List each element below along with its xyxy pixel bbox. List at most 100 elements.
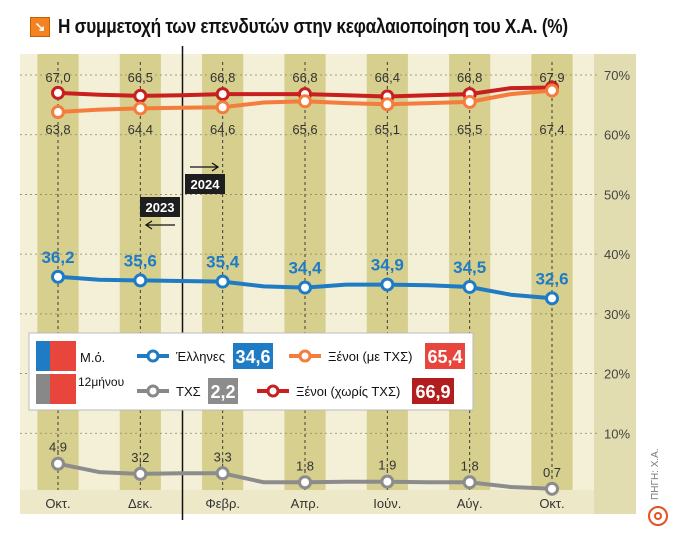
legend-marker [266, 384, 280, 398]
legend-entry: Ξένοι (με ΤΧΣ) 65,4 [289, 343, 465, 369]
series-ΤΧΣ [51, 456, 559, 496]
legend-mo-label: Μ.ό. [80, 350, 105, 365]
legend-label: Ξένοι (με ΤΧΣ) [328, 349, 412, 364]
y-axis-area [594, 54, 636, 514]
arrow-down-right-icon: ↘ [30, 17, 50, 37]
data-label: 1,8 [461, 458, 479, 473]
data-point [380, 97, 395, 112]
data-point [545, 291, 559, 306]
legend-swatch [50, 374, 76, 404]
year-badge-label: 2024 [191, 177, 221, 192]
data-label: 34,9 [371, 256, 404, 275]
arrow-right-icon [190, 162, 220, 172]
data-point [462, 279, 477, 294]
legend-marker [298, 349, 312, 363]
data-label: 66,8 [292, 70, 317, 85]
legend-avg-box [425, 343, 465, 369]
legend-avg-value: 66,9 [415, 382, 450, 402]
legend-swatch [36, 341, 50, 371]
legend-entry: ΤΧΣ 2,2 [137, 378, 238, 404]
data-label: 34,4 [288, 259, 322, 278]
year-badge-2023: 2023 [140, 197, 180, 217]
data-label: 65,6 [292, 122, 317, 137]
data-label: 66,4 [375, 70, 400, 85]
data-point [51, 269, 65, 284]
y-tick-label: 30% [604, 307, 630, 322]
legend-label: Έλληνες [175, 349, 225, 364]
data-point [215, 100, 230, 115]
data-label: 4,9 [49, 440, 67, 455]
data-label: 65,5 [457, 122, 482, 137]
data-point [545, 83, 559, 98]
data-point [133, 88, 148, 103]
data-label: 63,8 [45, 122, 70, 137]
x-tick-label: Φεβρ. [205, 496, 240, 511]
legend-avg-box [233, 343, 273, 369]
legend-period-label: 12μήνου [78, 375, 124, 389]
data-label: 66,8 [210, 70, 235, 85]
legend: Μ.ό. 12μήνου Έλληνες 34,6 Ξένοι (με ΤΧΣ) 65,4… [28, 332, 474, 411]
data-label: 35,4 [206, 253, 240, 272]
series-Έλληνες [51, 269, 559, 306]
x-tick-label: Οκτ. [45, 496, 70, 511]
legend-avg-box [208, 378, 238, 404]
year-badge-2024: 2024 [185, 174, 225, 194]
data-point [380, 474, 395, 489]
data-point [380, 277, 395, 292]
data-point [545, 481, 559, 496]
legend-swatch [36, 374, 50, 404]
data-label: 3,3 [214, 449, 232, 464]
x-tick-label: Απρ. [291, 496, 320, 511]
data-label: 32,6 [535, 269, 568, 288]
legend-label: Ξένοι (χωρίς ΤΧΣ) [296, 384, 400, 399]
y-tick-label: 70% [604, 68, 630, 83]
x-tick-label: Δεκ. [128, 496, 153, 511]
data-label: 67,0 [45, 70, 70, 85]
legend-avg-value: 2,2 [210, 382, 235, 402]
data-label: 1,9 [378, 458, 396, 473]
data-label: 34,5 [453, 258, 486, 277]
data-point [298, 280, 312, 295]
x-tick-label: Αύγ. [457, 496, 483, 511]
data-point [133, 273, 148, 288]
data-point [298, 94, 312, 109]
legend-swatch [50, 341, 76, 371]
year-badge-bg [185, 174, 225, 194]
data-label: 66,5 [128, 70, 153, 85]
data-label: 64,6 [210, 122, 235, 137]
data-label: 65,1 [375, 122, 400, 137]
legend-marker [146, 349, 160, 363]
year-badge-label: 2023 [146, 200, 175, 215]
year-badge-bg [140, 197, 180, 217]
legend-entry: Έλληνες 34,6 [137, 343, 273, 369]
data-point [462, 475, 477, 490]
legend-avg-value: 34,6 [235, 347, 270, 367]
arrow-left-icon [144, 220, 175, 230]
data-point [51, 456, 65, 471]
data-label: 35,6 [124, 251, 157, 270]
data-point [462, 94, 477, 109]
legend-avg-value: 65,4 [427, 347, 462, 367]
source-note: ΠΗΓΗ: Χ.Α. [650, 448, 661, 500]
data-point [215, 466, 230, 481]
chart-title: Η συμμετοχή των επενδυτών στην κεφαλαιοπ… [58, 15, 568, 38]
data-label: 0,7 [543, 465, 561, 480]
data-label: 64,4 [128, 122, 153, 137]
data-point [133, 101, 148, 116]
data-point [51, 105, 65, 120]
y-tick-label: 40% [604, 247, 630, 262]
data-label: 66,8 [457, 70, 482, 85]
y-tick-label: 10% [604, 426, 630, 441]
data-point [51, 85, 65, 100]
x-axis-strip [20, 490, 594, 514]
data-label: 67,4 [539, 122, 564, 137]
data-label: 1,8 [296, 458, 314, 473]
y-tick-label: 60% [604, 128, 630, 143]
legend-label: ΤΧΣ [176, 384, 201, 399]
data-point [133, 466, 148, 481]
title-bar: ↘ Η συμμετοχή των επενδυτών στην κεφαλαι… [30, 14, 651, 40]
brand-logo-icon [648, 506, 668, 526]
y-tick-label: 20% [604, 367, 630, 382]
